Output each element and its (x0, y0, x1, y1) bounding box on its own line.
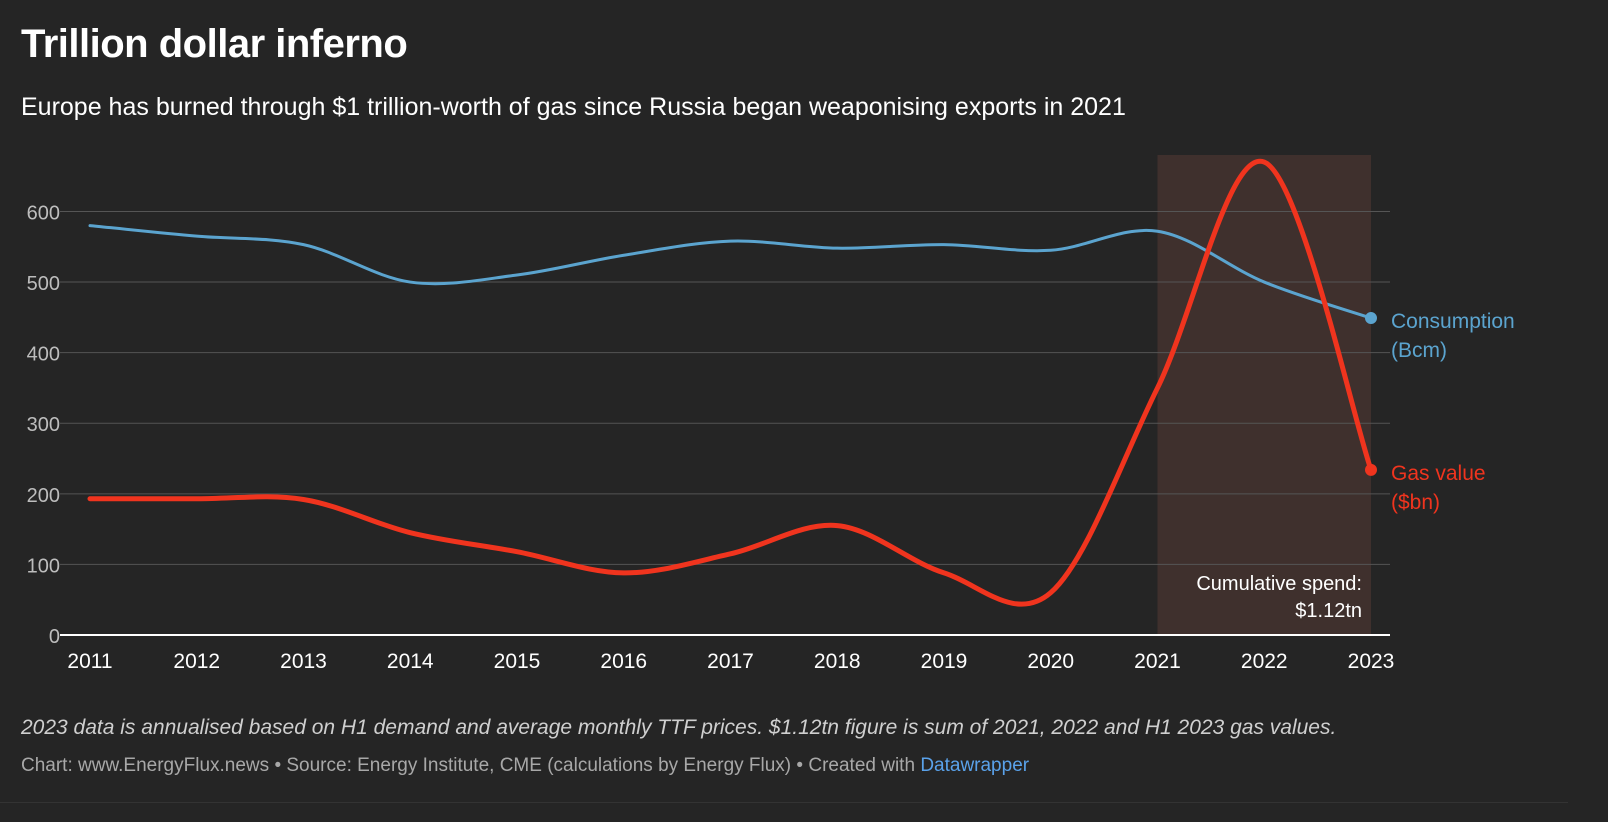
x-tick-label: 2011 (67, 650, 112, 673)
line-chart: 0 100 200 300 400 500 600 2011 2012 2013 2014 2015 2… (27, 155, 1515, 673)
x-tick-label: 2012 (173, 650, 220, 673)
x-tick-label: 2020 (1027, 650, 1074, 673)
cumulative-spend-annotation: Cumulative spend: (1196, 573, 1362, 595)
x-tick-label: 2023 (1348, 650, 1395, 673)
credit-separator-2: • (796, 755, 804, 776)
series-label: Consumption (1391, 310, 1515, 333)
consumption-bcm-line (88, 224, 1373, 320)
x-tick-label: 2019 (921, 650, 968, 673)
chart-credits: Chart: www.EnergyFlux.news • Source: Ene… (21, 755, 1029, 777)
y-tick-label: 200 (27, 485, 60, 507)
chart-note: 2023 data is annualised based on H1 dema… (21, 716, 1337, 739)
series-label: Gas value (1391, 462, 1486, 485)
chart-credit: Chart: www.EnergyFlux.news (21, 755, 270, 776)
gas-value-bn-endpoint (1365, 463, 1377, 476)
credit-separator: • (274, 755, 282, 776)
x-tick-label: 2014 (387, 650, 434, 673)
x-tick-label: 2017 (707, 650, 754, 673)
gas-value-bn-line (87, 158, 1374, 607)
datawrapper-link[interactable]: Datawrapper (920, 755, 1030, 776)
highlight-band (1157, 155, 1371, 635)
x-tick-label: 2013 (280, 650, 327, 673)
series-label: (Bcm) (1391, 339, 1447, 362)
y-tick-label: 600 (27, 202, 60, 224)
series-label: ($bn) (1391, 491, 1440, 514)
cumulative-spend-annotation: $1.12tn (1295, 600, 1362, 622)
source-text: Source: Energy Institute, CME (calculati… (286, 755, 792, 776)
y-tick-label: 500 (27, 273, 60, 295)
x-tick-label: 2022 (1241, 650, 1288, 673)
consumption-bcm-endpoint (1365, 312, 1377, 325)
y-tick-label: 400 (27, 344, 60, 366)
y-tick-label: 100 (27, 555, 60, 577)
x-tick-label: 2021 (1134, 650, 1181, 673)
chart-title: Trillion dollar inferno (21, 22, 408, 66)
x-tick-label: 2015 (494, 650, 541, 673)
y-tick-label: 300 (27, 414, 60, 436)
created-with-text: Created with (808, 755, 916, 776)
chart-subtitle: Europe has burned through $1 trillion-wo… (21, 93, 1126, 121)
y-tick-label: 0 (49, 626, 60, 648)
x-tick-label: 2016 (600, 650, 647, 673)
chart-page: Trillion dollar inferno Europe has burne… (0, 22, 1568, 803)
x-tick-label: 2018 (814, 650, 861, 673)
